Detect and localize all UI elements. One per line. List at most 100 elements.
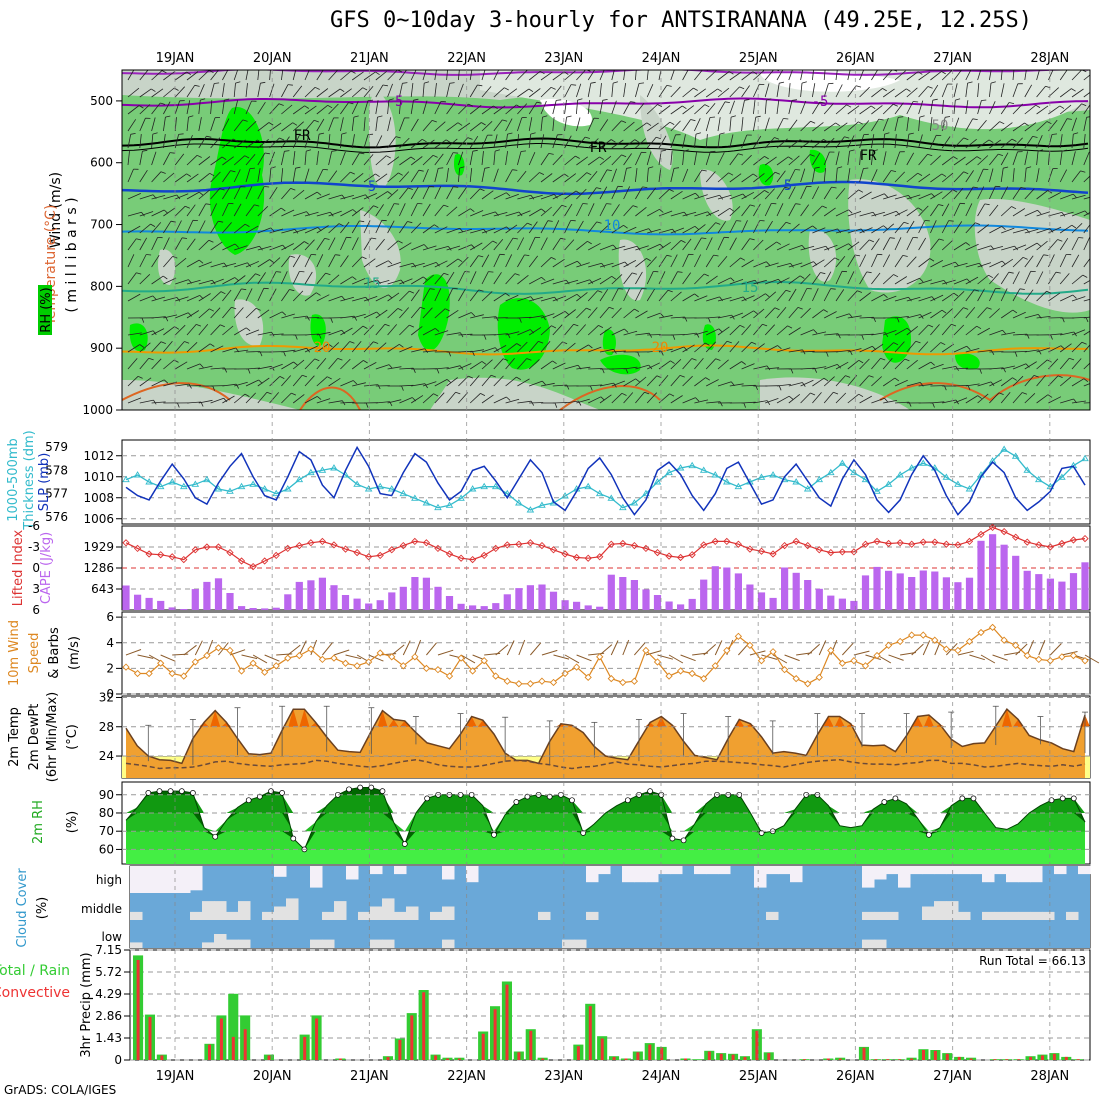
precip-axis: 7.155.724.292.861.430: [95, 943, 130, 1067]
li-point: [884, 539, 893, 548]
li-point: [515, 540, 523, 548]
wind-barb: [646, 151, 652, 166]
wind-barb: [670, 211, 685, 217]
wind-barb: [127, 70, 135, 81]
wind-barb: [646, 168, 649, 183]
wind-barb: [245, 121, 257, 132]
wind-barb: [174, 153, 185, 166]
wind-barb: [1059, 343, 1072, 353]
wind-barb-flag: [502, 119, 508, 122]
wind-barb: [493, 292, 506, 302]
wind-barb: [1036, 168, 1040, 183]
li-point: [122, 539, 130, 547]
wind-barb-flag: [884, 332, 889, 338]
wind-barb: [989, 367, 1004, 370]
wind-barb: [918, 71, 931, 81]
wind-barb: [233, 169, 241, 183]
cloud-middle-patch: [874, 911, 887, 920]
wind-barb: [529, 296, 543, 302]
wind-barb: [505, 169, 513, 183]
wind10-point: [723, 646, 731, 655]
wind-barb-flag: [903, 221, 909, 225]
wind-barb: [611, 154, 622, 166]
wind10-barb: [668, 654, 684, 664]
precip-convective-bar: [862, 1047, 866, 1060]
wind-barb-flag: [659, 208, 664, 213]
cloud-middle-patch: [382, 898, 395, 920]
wind10-point: [700, 674, 708, 683]
wind-barb: [1083, 104, 1090, 115]
wind-barb: [859, 358, 870, 370]
wind10-point: [388, 653, 396, 661]
cloud-high-gap: [310, 866, 323, 888]
precip-convective-bar: [541, 1058, 545, 1060]
wind-barb: [552, 205, 563, 217]
wind-barb-flag: [938, 204, 944, 207]
slp-tick-label: 1010: [83, 470, 114, 484]
wind-barb: [1083, 257, 1090, 268]
wind-barb-flag: [1022, 392, 1028, 395]
cloud-middle-patch: [586, 911, 599, 920]
wind10-point: [815, 673, 823, 681]
wind-barb: [1048, 292, 1061, 302]
wind-barb: [941, 172, 954, 183]
wind-barb: [163, 256, 173, 268]
wind-barb: [882, 223, 895, 234]
wind-barb-flag: [584, 136, 591, 139]
wind-barb: [127, 376, 139, 387]
wind-barb: [387, 279, 402, 285]
wind-barb: [776, 395, 790, 404]
wind-barb-flag: [327, 104, 333, 109]
wind-barb-flag: [552, 360, 557, 365]
wind-barb-flag: [943, 280, 948, 285]
wind-barb: [163, 341, 173, 353]
rh-region: [122, 380, 300, 410]
wind10-barb: [911, 643, 924, 656]
wind-barb-flag: [283, 351, 286, 357]
cape-bar: [399, 586, 407, 610]
wind-barb: [328, 274, 340, 285]
wind-barb: [564, 190, 577, 200]
wind-barb-flag: [388, 364, 393, 369]
wind-barb: [835, 392, 847, 404]
wind-barb-flag: [857, 290, 863, 293]
cape-bar: [284, 594, 292, 610]
wind-barb: [824, 333, 839, 336]
wind-barb-flag: [205, 203, 211, 205]
wind-barb: [340, 195, 355, 200]
wind-barb: [281, 70, 284, 81]
wind-barb: [635, 122, 648, 132]
wind-barb-flag: [542, 115, 548, 118]
wind-barb: [623, 392, 634, 404]
cloud-high-gap: [862, 866, 875, 888]
wind-barb-flag: [295, 334, 298, 340]
wind-barb-flag: [908, 195, 912, 200]
wind-barb: [517, 103, 528, 115]
wind-barb: [930, 173, 943, 183]
wind-barb: [1083, 196, 1090, 200]
wind-barb: [576, 136, 586, 149]
wind-barb-flag: [137, 375, 143, 379]
wind-barb-flag: [597, 290, 603, 293]
precip-total-label: Total / Rain: [0, 963, 70, 979]
wind-barb: [918, 173, 931, 183]
wind-barb-flag: [186, 173, 192, 177]
wind-barb: [233, 288, 242, 302]
cloud-middle-patch: [370, 906, 383, 920]
wind-barb: [127, 105, 140, 115]
wind-barb: [434, 70, 437, 81]
wind-barb: [812, 70, 814, 81]
wind-barb-flag: [384, 323, 390, 327]
wind10-barb: [610, 640, 619, 656]
wind-barb: [788, 83, 791, 98]
wind-barb-flag: [1024, 122, 1029, 127]
wind-barb: [387, 292, 400, 302]
wind-barb: [552, 134, 558, 149]
wind-barb: [835, 361, 849, 370]
wind-barb: [764, 241, 777, 251]
wind-barb: [906, 101, 914, 115]
cape-bar: [827, 595, 835, 610]
wind-barb: [788, 70, 793, 81]
wind-barb: [918, 311, 932, 319]
wind-barb-flag: [1078, 237, 1084, 239]
